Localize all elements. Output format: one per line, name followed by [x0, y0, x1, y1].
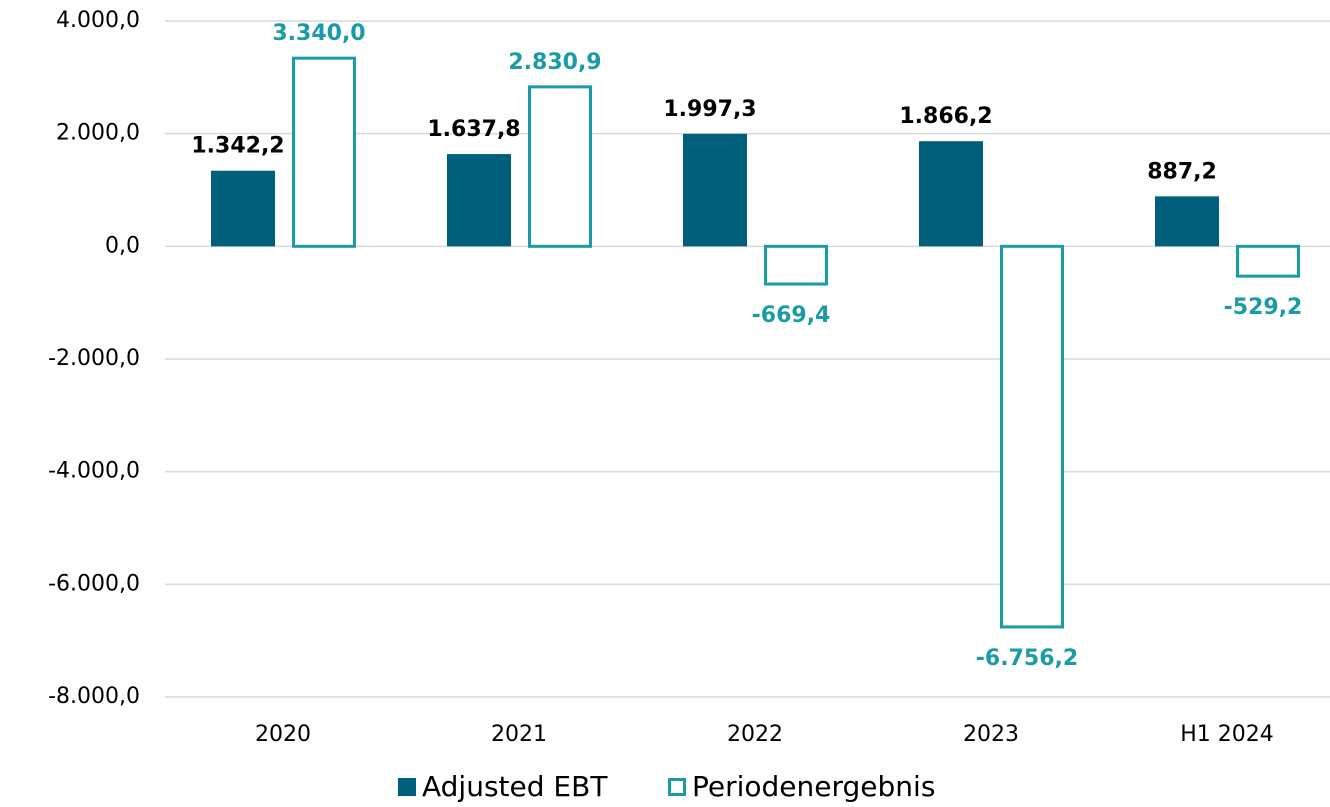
data-label: -669,4 [752, 303, 831, 328]
x-tick-label: 2021 [491, 722, 547, 747]
data-label: 3.340,0 [272, 21, 365, 46]
data-label: 1.997,3 [663, 97, 756, 122]
y-tick-label: 0,0 [105, 233, 140, 258]
x-tick-label: 2020 [255, 722, 311, 747]
data-label: -6.756,2 [976, 646, 1078, 671]
bar [764, 244, 828, 286]
y-tick-label: -2.000,0 [48, 346, 140, 371]
bar [211, 170, 275, 247]
data-label: 1.342,2 [191, 134, 284, 159]
x-tick-label: H1 2024 [1180, 722, 1274, 747]
y-tick-label: -6.000,0 [48, 571, 140, 596]
bar [1236, 244, 1300, 278]
legend-swatch [668, 778, 686, 796]
legend-swatch [398, 778, 416, 796]
y-tick-label: -4.000,0 [48, 459, 140, 484]
bar [447, 154, 511, 247]
x-tick-label: 2022 [727, 722, 783, 747]
y-tick-label: -8.000,0 [48, 684, 140, 709]
legend-label: Periodenergebnis [692, 770, 935, 803]
bar [1000, 244, 1064, 629]
data-label: -529,2 [1224, 295, 1303, 320]
bar [683, 133, 747, 247]
bar [528, 85, 592, 248]
bar [1155, 196, 1219, 247]
data-label: 1.637,8 [427, 117, 520, 142]
data-label: 887,2 [1147, 159, 1217, 184]
data-label: 1.866,2 [899, 104, 992, 129]
y-tick-label: 2.000,0 [56, 121, 140, 146]
y-tick-label: 4.000,0 [56, 8, 140, 33]
data-label: 2.830,9 [508, 50, 601, 75]
bar [292, 56, 356, 248]
x-tick-label: 2023 [963, 722, 1019, 747]
legend-label: Adjusted EBT [422, 770, 608, 803]
bar [919, 141, 983, 247]
